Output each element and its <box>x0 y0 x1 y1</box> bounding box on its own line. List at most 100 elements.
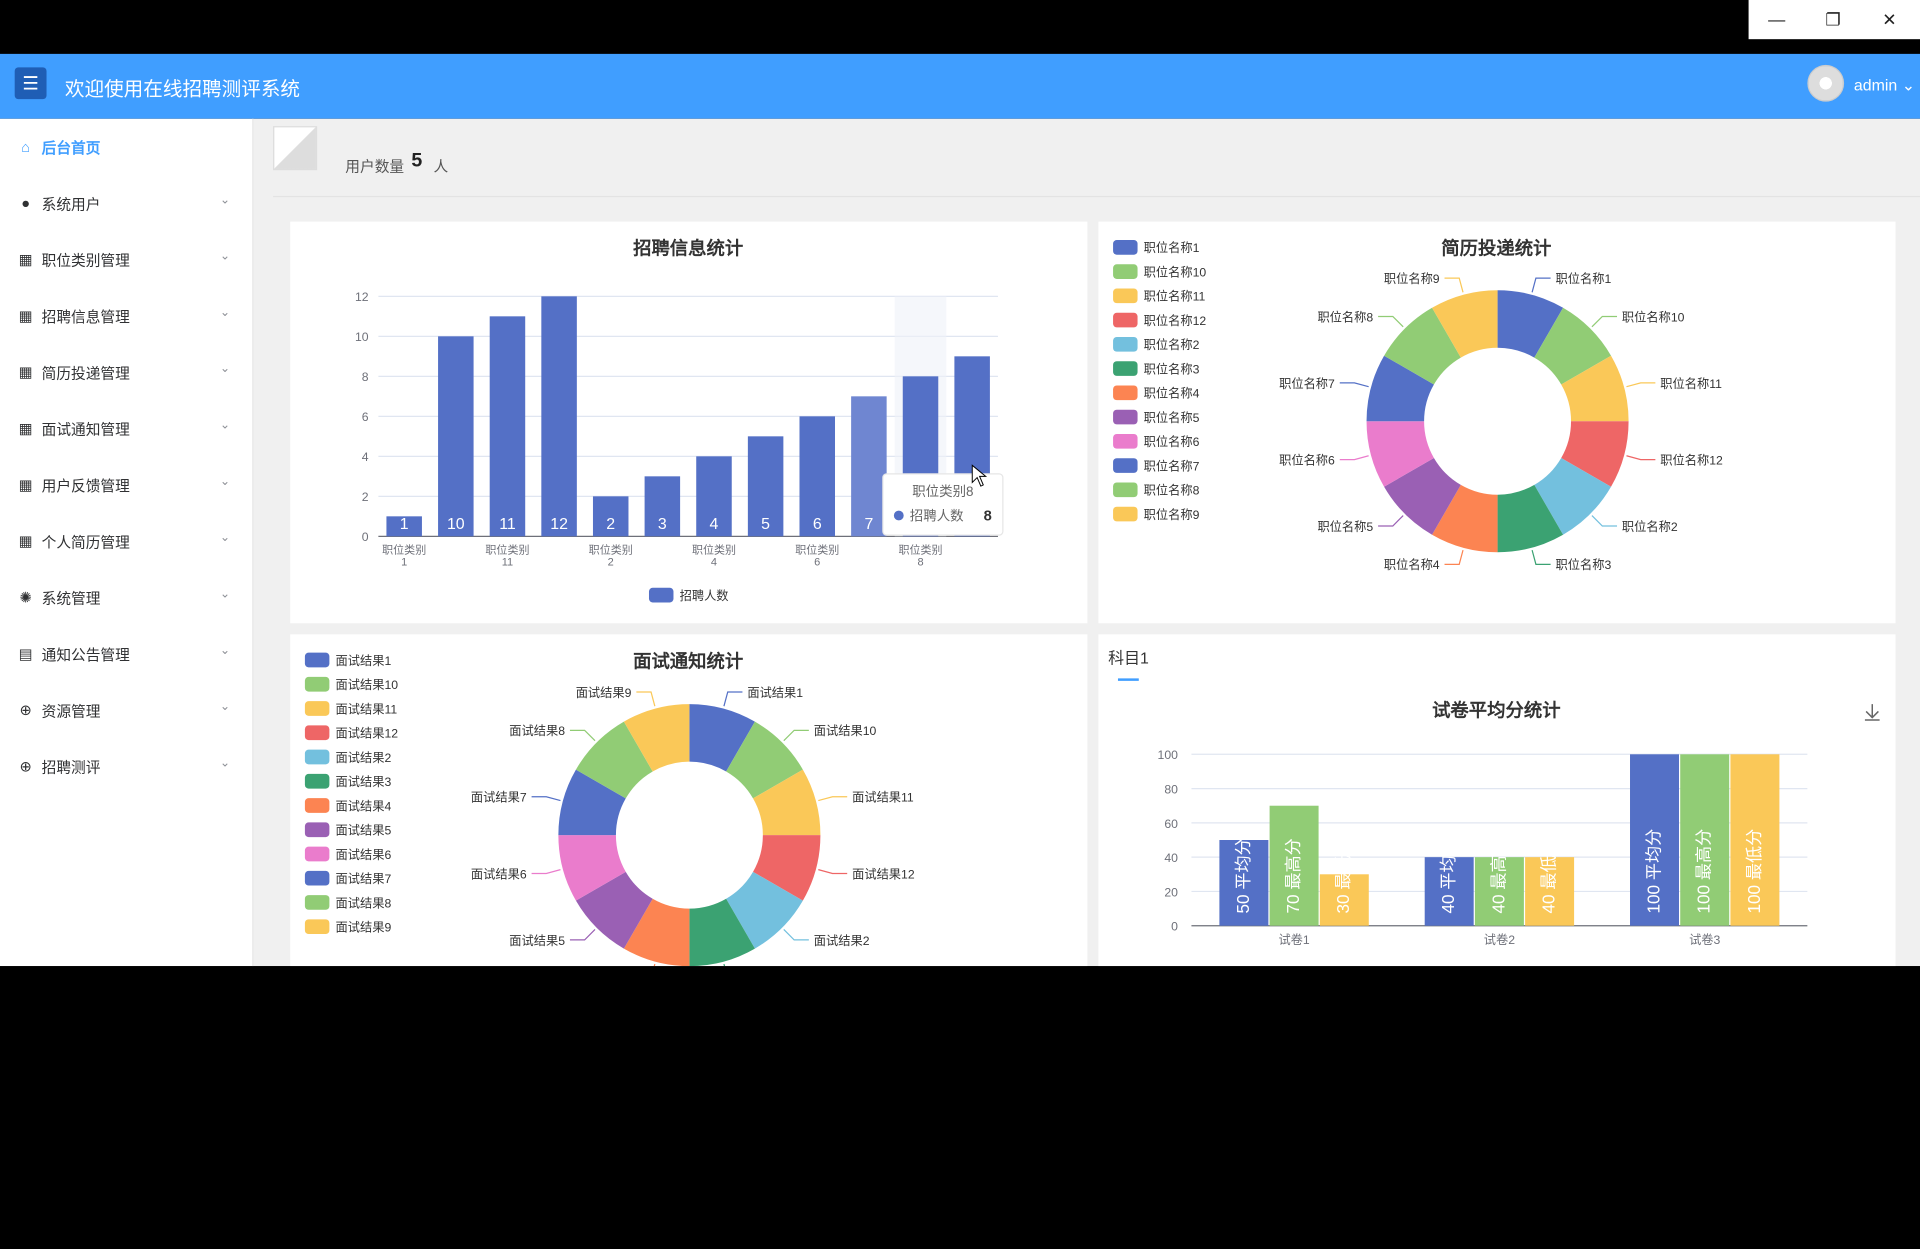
bar[interactable] <box>592 496 629 537</box>
pie-slice[interactable] <box>558 835 626 901</box>
pie-slice[interactable] <box>1366 421 1434 487</box>
slice-label: 职位名称1 <box>1556 271 1612 286</box>
bar[interactable] <box>1269 805 1319 926</box>
bar[interactable] <box>1319 874 1369 926</box>
pie-slice[interactable] <box>1534 307 1612 385</box>
hamburger-icon[interactable]: ☰ <box>14 67 47 100</box>
y-tick-label: 8 <box>362 370 369 384</box>
bar[interactable] <box>386 516 422 537</box>
slice-label: 面试结果8 <box>509 723 565 738</box>
bar[interactable] <box>747 436 784 537</box>
pie-slice[interactable] <box>1497 484 1564 553</box>
legend-label: 面试结果11 <box>336 701 398 716</box>
download-icon[interactable] <box>1864 704 1880 721</box>
label-line <box>1444 277 1464 293</box>
bar[interactable] <box>799 416 836 537</box>
legend-swatch <box>304 701 330 716</box>
x-tick-label: 试卷3 <box>1689 932 1720 947</box>
bar[interactable] <box>1680 754 1730 926</box>
bar[interactable] <box>696 456 732 537</box>
pie-slice[interactable] <box>1384 307 1461 385</box>
bar-data-label: 30 最低分 <box>1333 838 1353 913</box>
x-tick-label: 职位类别 <box>795 542 839 556</box>
pie-slice[interactable] <box>623 898 690 967</box>
bar[interactable] <box>1730 754 1780 926</box>
bar[interactable] <box>1219 840 1269 926</box>
legend-swatch <box>304 870 330 886</box>
x-tick-label: 6 <box>814 557 820 569</box>
sidebar-item[interactable]: ▦ 职位类别管理 ⌄ <box>0 231 252 287</box>
legend-swatch <box>1113 409 1138 425</box>
y-tick-label: 4 <box>362 450 369 464</box>
tooltip-value: 8 <box>984 508 992 524</box>
pie-slice[interactable] <box>726 721 803 799</box>
stat-image <box>273 126 318 171</box>
slice-label: 面试结果2 <box>814 933 870 948</box>
bar[interactable] <box>1630 754 1679 926</box>
sidebar-item[interactable]: ▦ 用户反馈管理 ⌄ <box>0 457 252 513</box>
minimize-button[interactable]: — <box>1768 9 1786 30</box>
main-content: 用户数量 5 人 招聘信息统计024681012110111223456789职… <box>253 118 1920 967</box>
bar[interactable] <box>1474 857 1524 926</box>
bar[interactable] <box>851 396 887 537</box>
pie-slice[interactable] <box>689 704 755 772</box>
bar[interactable] <box>438 336 474 537</box>
bar-data-label: 4 <box>710 516 719 533</box>
sidebar-item[interactable]: ▦ 个人简历管理 ⌄ <box>0 513 252 569</box>
pie-slice[interactable] <box>1366 355 1434 422</box>
sidebar-item[interactable]: ▦ 招聘信息管理 ⌄ <box>0 288 252 344</box>
sidebar-item-label: 通知公告管理 <box>41 645 130 664</box>
pie-slice[interactable] <box>575 721 653 799</box>
user-count-label: 用户数量 <box>345 157 405 176</box>
close-button[interactable]: ✕ <box>1882 9 1897 29</box>
bar[interactable] <box>1424 857 1474 926</box>
sidebar-item[interactable]: ▦ 简历投递管理 ⌄ <box>0 344 252 400</box>
pie-slice[interactable] <box>1561 355 1629 422</box>
pie-slice[interactable] <box>753 835 821 901</box>
pie-slice[interactable] <box>689 898 755 967</box>
slice-label: 职位名称9 <box>1384 271 1440 286</box>
sidebar-item[interactable]: ▤ 通知公告管理 ⌄ <box>0 626 252 682</box>
chevron-down-icon: ⌄ <box>219 249 231 264</box>
pie-slice[interactable] <box>575 871 653 949</box>
grid-icon: ▦ <box>18 251 33 269</box>
pie-slice[interactable] <box>623 704 690 772</box>
bar[interactable] <box>1525 857 1575 926</box>
sidebar-item[interactable]: ✺ 系统管理 ⌄ <box>0 569 252 625</box>
sidebar-item[interactable]: ⊕ 资源管理 ⌄ <box>0 682 252 738</box>
y-tick-label: 10 <box>355 330 369 344</box>
label-line <box>1626 382 1656 388</box>
avatar[interactable] <box>1807 64 1845 102</box>
window-titlebar: — ❐ ✕ <box>0 0 1920 54</box>
pie-slice[interactable] <box>1432 484 1498 553</box>
bar[interactable] <box>541 296 577 537</box>
bar-data-label: 3 <box>658 516 667 533</box>
sidebar-item[interactable]: ⌂ 后台首页 <box>0 119 252 175</box>
sidebar-item[interactable]: ▦ 面试通知管理 ⌄ <box>0 400 252 456</box>
sidebar-item[interactable]: ● 系统用户 ⌄ <box>0 175 252 231</box>
pie-slice[interactable] <box>753 769 821 836</box>
legend-label: 职位名称2 <box>1144 337 1200 352</box>
exam-bar-chart: 科目1 试卷平均分统计 0 20 40 60 80 100 50 平均分 70 最高分 30 最低分… <box>1108 650 1880 947</box>
resume-chart-card: 简历投递统计 职位名称1 职位名称10 职位名称11 职位名称12 职位名称2 职位名称3 职… <box>1098 221 1896 624</box>
chart-tooltip: 职位类别8 招聘人数 8 <box>882 473 1004 536</box>
maximize-button[interactable]: ❐ <box>1825 9 1841 29</box>
user-menu[interactable]: admin ⌄ <box>1854 76 1915 96</box>
pie-slice[interactable] <box>1432 290 1498 358</box>
pie-slice[interactable] <box>558 769 626 836</box>
slice-label: 职位名称11 <box>1660 376 1722 391</box>
pie-slice[interactable] <box>726 871 803 949</box>
pie-slice[interactable] <box>1534 457 1612 535</box>
y-tick-label: 40 <box>1164 851 1178 865</box>
y-tick-label: 20 <box>1164 885 1178 899</box>
bar[interactable] <box>644 476 681 537</box>
bar[interactable] <box>489 316 526 537</box>
interview-pie-chart: 面试通知统计面试结果1面试结果10面试结果11面试结果12面试结果2面试结果3面… <box>304 650 915 967</box>
pie-slice[interactable] <box>1384 457 1461 535</box>
legend-swatch <box>1113 288 1138 304</box>
legend-label: 职位名称6 <box>1144 434 1200 449</box>
sidebar-item[interactable]: ⊕ 招聘测评 ⌄ <box>0 738 252 794</box>
bar-data-label: 50 平均分 <box>1233 838 1253 913</box>
pie-slice[interactable] <box>1497 290 1564 358</box>
pie-slice[interactable] <box>1561 421 1629 487</box>
